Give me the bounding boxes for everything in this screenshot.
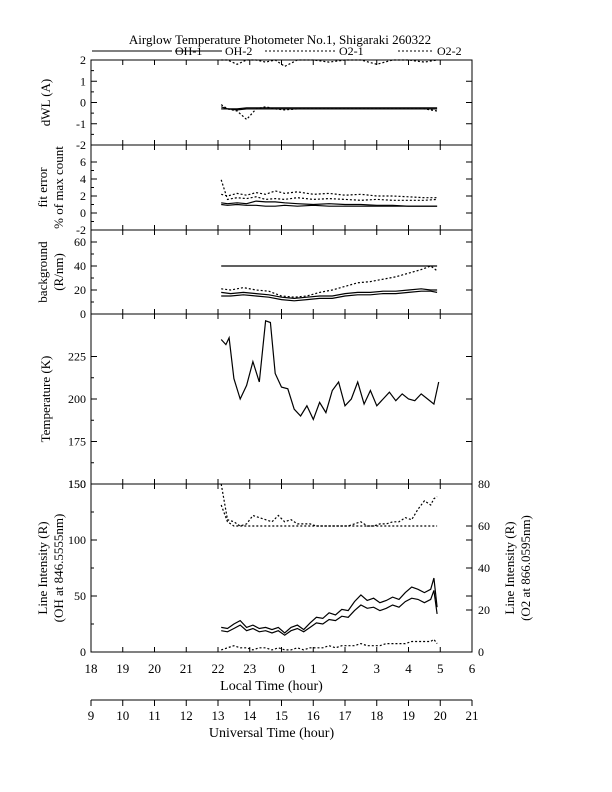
series-dwl-oh-1 <box>221 106 438 110</box>
local-time-tick-label: 6 <box>469 661 476 676</box>
y-axis-label: (OH at 846.5555nm) <box>51 514 66 623</box>
panel-bg: 0 20 40 60 background (R/nm) <box>35 229 473 321</box>
legend-label-o2-2: O2-2 <box>437 44 462 58</box>
series-int-oh-1 <box>221 577 438 634</box>
series-bg-o2-1 <box>221 290 438 302</box>
series-int-o2-2-noisy- <box>220 483 438 527</box>
series-fit-oh-2 <box>221 200 438 207</box>
series-fit-o2-1 <box>220 179 438 201</box>
y-tick-label: 2 <box>80 53 86 67</box>
chart-title: Airglow Temperature Photometer No.1, Shi… <box>129 32 431 47</box>
local-time-tick-label: 19 <box>116 661 129 676</box>
series-bg-o2-2 <box>221 265 438 298</box>
y2-tick-label: 20 <box>478 603 490 617</box>
local-time-tick-label: 22 <box>212 661 225 676</box>
y-tick-label: -2 <box>76 138 86 152</box>
ut-axis-label: Universal Time (hour) <box>209 726 335 741</box>
y-tick-label: -2 <box>76 223 86 237</box>
series-dwl-o2-2 <box>221 59 438 68</box>
panel-fit: -2 0 2 4 6 fit error% of max count <box>35 144 473 237</box>
ut-tick-label: 14 <box>243 708 257 723</box>
y2-tick-label: 40 <box>478 561 490 575</box>
ut-tick-label: 18 <box>370 708 383 723</box>
y-axis-label: Temperature (K) <box>38 356 53 443</box>
y-axis-label: dWL (A) <box>38 79 53 127</box>
y-tick-label: 0 <box>80 206 86 220</box>
ut-tick-label: 15 <box>275 708 288 723</box>
ut-tick-label: 20 <box>434 708 447 723</box>
y-tick-label: 225 <box>68 350 86 364</box>
y-tick-label: 40 <box>74 259 86 273</box>
local-time-tick-label: 1 <box>310 661 317 676</box>
y-tick-label: 175 <box>68 435 86 449</box>
ut-tick-label: 11 <box>148 708 161 723</box>
y-tick-label: 50 <box>74 589 86 603</box>
y-axis-label: background <box>35 241 50 303</box>
y-tick-label: 0 <box>80 96 86 110</box>
y2-tick-label: 80 <box>478 477 490 491</box>
y2-tick-label: 0 <box>478 645 484 659</box>
series-fit-o2-2 <box>221 190 438 199</box>
legend-label-o2-1: O2-1 <box>339 44 364 58</box>
y-tick-label: 150 <box>68 477 86 491</box>
panel-frame <box>90 229 473 315</box>
legend-label-oh-2: OH-2 <box>225 44 252 58</box>
local-time-tick-label: 3 <box>374 661 381 676</box>
series-int-o2-2 <box>220 504 438 527</box>
panel-dwl: -2 -1 0 1 2 dWL (A) <box>38 53 473 152</box>
local-time-tick-label: 20 <box>148 661 161 676</box>
panel-frame <box>90 59 473 146</box>
local-time-tick-label: 2 <box>342 661 349 676</box>
series-int-oh-2 <box>221 590 438 636</box>
ut-tick-label: 10 <box>116 708 129 723</box>
panel-temp: 150 175 200 225 Temperature (K) <box>38 313 473 491</box>
y-axis-label: % of max count <box>51 146 66 229</box>
panel-frame <box>90 313 473 485</box>
y-tick-label: 2 <box>80 189 86 203</box>
panels: -2 -1 0 1 2 dWL (A) -2 0 2 4 6 fit error% of max co… <box>35 53 533 659</box>
y-tick-label: 1 <box>80 74 86 88</box>
local-time-tick-label: 4 <box>405 661 412 676</box>
panel-frame <box>90 483 473 653</box>
panel-frame <box>90 144 473 231</box>
y-tick-label: 60 <box>74 235 86 249</box>
ut-tick-label: 13 <box>212 708 225 723</box>
y-tick-label: -1 <box>76 117 86 131</box>
y-tick-label: 0 <box>80 645 86 659</box>
y-tick-label: 200 <box>68 392 86 406</box>
ut-tick-label: 21 <box>466 708 479 723</box>
ut-tick-label: 9 <box>88 708 95 723</box>
y-tick-label: 20 <box>74 283 86 297</box>
ut-tick-label: 12 <box>180 708 193 723</box>
ut-tick-label: 16 <box>307 708 321 723</box>
local-time-tick-label: 0 <box>278 661 285 676</box>
series-temp-oh-1 <box>220 319 440 421</box>
ut-tick-label: 19 <box>402 708 415 723</box>
y2-axis-label: (O2 at 866.0595nm) <box>518 515 533 621</box>
local-time-tick-label: 21 <box>180 661 193 676</box>
y-tick-label: 100 <box>68 533 86 547</box>
legend: OH-1 OH-2 O2-1 O2-2 <box>92 44 462 58</box>
y-axis-label: fit error <box>35 167 50 208</box>
ut-tick-label: 17 <box>339 708 353 723</box>
series-int-o2-1 <box>221 638 438 651</box>
y-axis-label: Line Intensity (R) <box>35 521 50 614</box>
local-time-tick-label: 23 <box>243 661 256 676</box>
series-fit-oh-1 <box>221 203 438 207</box>
y-tick-label: 0 <box>80 307 86 321</box>
y-tick-label: 6 <box>80 155 86 169</box>
local-time-tick-label: 18 <box>85 661 98 676</box>
y-axis-label: (R/nm) <box>51 253 66 291</box>
series-dwl-o2-1 <box>220 104 438 121</box>
series-bg-oh-2 <box>221 288 438 300</box>
local-time-tick-label: 5 <box>437 661 444 676</box>
y-tick-label: 4 <box>80 172 86 186</box>
y-tick-label: 150 <box>68 477 86 491</box>
y2-axis-label: Line Intensity (R) <box>502 521 517 614</box>
y2-tick-label: 60 <box>478 519 490 533</box>
local-time-axis-label: Local Time (hour) <box>220 679 323 694</box>
